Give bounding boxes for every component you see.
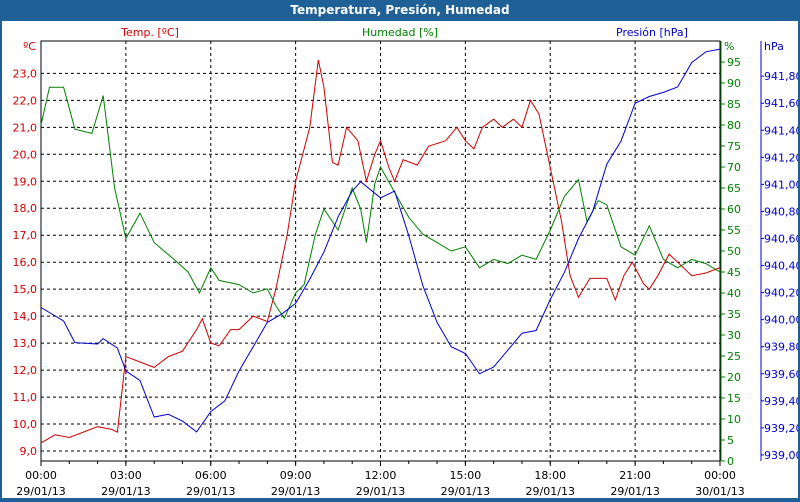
x-tick-time: 18:00 <box>534 469 566 482</box>
humidity-tick-label: 10 <box>727 413 741 426</box>
humidity-tick-label: 40 <box>727 287 741 300</box>
x-tick-date: 29/01/13 <box>271 485 320 498</box>
humidity-tick-label: 0 <box>727 455 734 468</box>
temp-tick-label: 18,0 <box>13 202 38 215</box>
pressure-tick-label: 941,80 <box>764 70 798 83</box>
x-tick-time: 00:00 <box>704 469 736 482</box>
temp-tick-label: 12,0 <box>13 364 38 377</box>
humidity-tick-label: 75 <box>727 140 741 153</box>
x-tick-date: 29/01/13 <box>526 485 575 498</box>
pressure-tick-label: 940,40 <box>764 260 798 273</box>
pressure-tick-label: 939,00 <box>764 449 798 462</box>
pressure-tick-label: 939,80 <box>764 341 798 354</box>
humidity-tick-label: 80 <box>727 119 741 132</box>
pressure-tick-label: 939,40 <box>764 395 798 408</box>
humidity-tick-label: 25 <box>727 350 741 363</box>
temp-tick-label: 15,0 <box>13 283 38 296</box>
temp-tick-label: 22,0 <box>13 94 38 107</box>
humidity-tick-label: 35 <box>727 308 741 321</box>
x-tick-time: 09:00 <box>280 469 312 482</box>
x-tick-date: 30/01/13 <box>695 485 744 498</box>
humidity-tick-label: 30 <box>727 329 741 342</box>
chart-panel: 9,0 10,0 11,0 12,0 13,0 14,0 15,0 16,0 17,0 18,0 1… <box>2 21 800 498</box>
humidity-tick-label: 60 <box>727 203 741 216</box>
pressure-tick-label: 941,40 <box>764 124 798 137</box>
x-tick-date: 29/01/13 <box>186 485 235 498</box>
pressure-tick-label: 939,60 <box>764 368 798 381</box>
temp-tick-label: 19,0 <box>13 175 38 188</box>
humidity-unit-label: % <box>724 40 734 53</box>
humidity-tick-label: 45 <box>727 266 741 279</box>
legend-humidity: Humedad [%] <box>362 26 438 39</box>
x-tick-time: 00:00 <box>25 469 57 482</box>
pressure-tick-label: 940,80 <box>764 205 798 218</box>
x-tick-date: 29/01/13 <box>356 485 405 498</box>
legend-temp: Temp. [ºC] <box>120 26 179 39</box>
window-title: Temperatura, Presión, Humedad <box>0 0 800 21</box>
temp-tick-label: 10,0 <box>13 418 38 431</box>
x-tick-time: 06:00 <box>195 469 227 482</box>
temp-tick-label: 11,0 <box>13 391 38 404</box>
temp-tick-label: 13,0 <box>13 337 38 350</box>
x-tick-time: 21:00 <box>619 469 651 482</box>
x-tick-date: 29/01/13 <box>441 485 490 498</box>
x-tick-date: 29/01/13 <box>16 485 65 498</box>
humidity-tick-label: 90 <box>727 77 741 90</box>
series-line-pres <box>40 48 721 433</box>
temp-tick-label: 23,0 <box>13 67 38 80</box>
temp-tick-label: 16,0 <box>13 256 38 269</box>
pressure-tick-label: 940,20 <box>764 287 798 300</box>
temp-tick-label: 14,0 <box>13 310 38 323</box>
temp-tick-label: 9,0 <box>20 445 38 458</box>
temp-tick-label: 17,0 <box>13 229 38 242</box>
series-lines <box>40 48 721 444</box>
humidity-tick-label: 50 <box>727 245 741 258</box>
pressure-tick-label: 940,60 <box>764 232 798 245</box>
humidity-tick-label: 15 <box>727 392 741 405</box>
humidity-tick-label: 55 <box>727 224 741 237</box>
humidity-tick-label: 85 <box>727 98 741 111</box>
chart-svg: 9,0 10,0 11,0 12,0 13,0 14,0 15,0 16,0 17,0 18,0 1… <box>13 26 800 498</box>
humidity-tick-label: 65 <box>727 182 741 195</box>
grid <box>40 40 721 462</box>
humidity-tick-label: 20 <box>727 371 741 384</box>
x-tick-time: 12:00 <box>365 469 397 482</box>
axes: 9,0 10,0 11,0 12,0 13,0 14,0 15,0 16,0 17,0 18,0 1… <box>13 41 800 498</box>
x-tick-time: 03:00 <box>110 469 142 482</box>
humidity-tick-label: 95 <box>727 56 741 69</box>
pressure-unit-label: hPa <box>764 40 784 53</box>
temp-tick-label: 21,0 <box>13 121 38 134</box>
legend-pressure: Presión [hPa] <box>616 26 688 39</box>
temp-tick-label: 20,0 <box>13 148 38 161</box>
x-tick-date: 29/01/13 <box>610 485 659 498</box>
x-tick-date: 29/01/13 <box>101 485 150 498</box>
series-line-temp <box>40 59 721 444</box>
pressure-tick-label: 941,00 <box>764 178 798 191</box>
humidity-tick-label: 70 <box>727 161 741 174</box>
pressure-tick-label: 940,00 <box>764 314 798 327</box>
pressure-tick-label: 941,60 <box>764 97 798 110</box>
pressure-tick-label: 939,20 <box>764 422 798 435</box>
series-line-hum <box>40 86 721 320</box>
x-tick-time: 15:00 <box>450 469 482 482</box>
pressure-tick-label: 941,20 <box>764 151 798 164</box>
temp-unit-label: ºC <box>23 40 36 53</box>
humidity-tick-label: 5 <box>727 434 734 447</box>
